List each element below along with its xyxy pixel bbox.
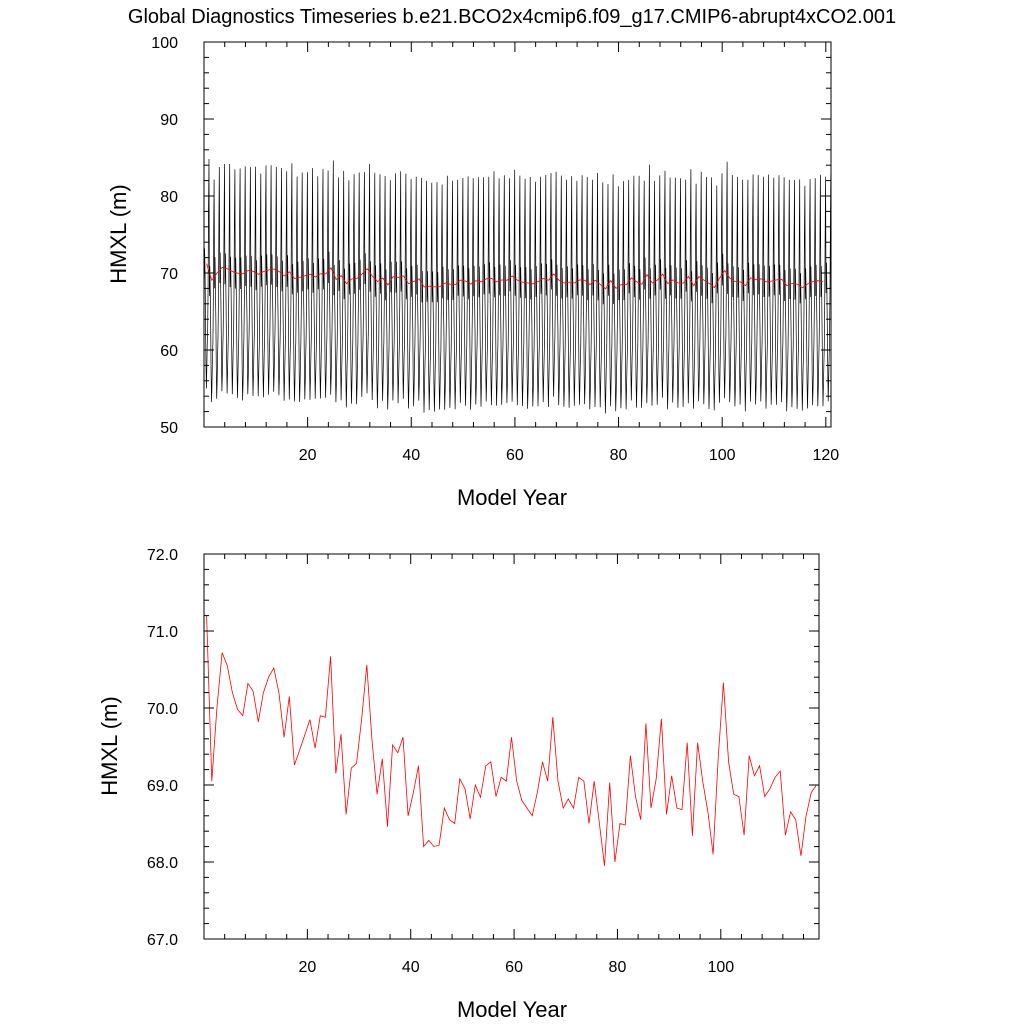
top-x-tick-label: 40	[402, 447, 420, 464]
bottom-y-tick-label: 68.0	[147, 855, 178, 872]
bottom-x-tick-label: 80	[609, 959, 627, 976]
annual-series-line-bottom	[206, 615, 817, 866]
bottom-x-tick-label: 100	[707, 959, 734, 976]
top-plot-frame	[203, 41, 832, 428]
bottom-x-tick-label: 40	[402, 959, 420, 976]
top-x-ticks: 20 40 60 80 100 120	[299, 42, 839, 464]
top-y-tick-label: 90	[160, 112, 178, 129]
top-x-tick-label: 80	[610, 447, 628, 464]
top-y-tick-label: 60	[160, 343, 178, 360]
top-y-tick-label: 50	[160, 420, 178, 437]
top-x-tick-label: 60	[506, 447, 524, 464]
bottom-y-ticks: 67.0 68.0 69.0 70.0 71.0 72.0	[147, 547, 819, 949]
top-x-tick-label: 100	[709, 447, 736, 464]
top-y-axis-label: HMXL (m)	[106, 184, 131, 283]
top-minor-ticks	[204, 42, 831, 427]
bottom-y-axis-label: HMXL (m)	[97, 696, 122, 795]
bottom-y-tick-label: 72.0	[147, 547, 178, 564]
top-y-tick-label: 70	[160, 266, 178, 283]
bottom-y-tick-label: 69.0	[147, 778, 178, 795]
top-x-tick-label: 20	[299, 447, 317, 464]
annual-series-top	[206, 263, 824, 290]
bottom-plot-frame	[203, 553, 820, 940]
bottom-y-tick-label: 67.0	[147, 932, 178, 949]
top-y-tick-label: 80	[160, 189, 178, 206]
annual-series-line-top	[206, 263, 824, 290]
bottom-y-tick-label: 70.0	[147, 701, 178, 718]
annual-series-bottom	[206, 615, 817, 866]
top-y-ticks: 50 60 70 80 90 100	[151, 35, 831, 437]
top-y-tick-label: 100	[151, 35, 178, 52]
bottom-minor-ticks	[204, 554, 819, 939]
monthly-series-line	[203, 158, 832, 414]
bottom-x-tick-label: 60	[505, 959, 523, 976]
bottom-x-ticks: 20 40 60 80 100	[298, 554, 734, 976]
bottom-y-tick-label: 71.0	[147, 624, 178, 641]
top-x-tick-label: 120	[812, 447, 839, 464]
bottom-panel: 20 40 60 80 100 67.0 68.0 69.0 70.0 71.0 72.0 Mod…	[97, 547, 820, 1022]
bottom-x-tick-label: 20	[298, 959, 316, 976]
bottom-x-axis-label: Model Year	[457, 997, 567, 1022]
top-x-axis-label: Model Year	[457, 485, 567, 510]
monthly-series	[203, 158, 832, 414]
chart-title: Global Diagnostics Timeseries b.e21.BCO2…	[128, 6, 896, 28]
